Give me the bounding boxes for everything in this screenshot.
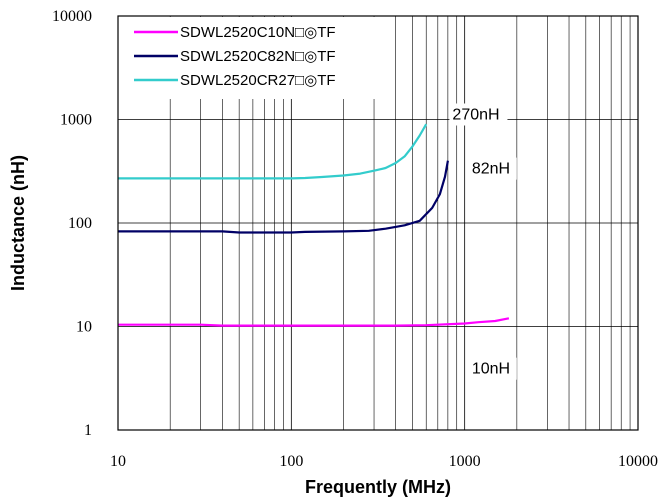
legend: SDWL2520C10N□◎TF SDWL2520C82N□◎TF SDWL2520… xyxy=(119,17,381,99)
y-tick-labels: 1 10 100 1000 10000 xyxy=(52,8,92,439)
y-tick-label: 1 xyxy=(84,422,92,439)
x-axis-title: Frequently (MHz) xyxy=(305,477,451,497)
series-line xyxy=(118,123,428,180)
annotation-label: 82nH xyxy=(472,161,510,178)
series-line xyxy=(118,317,510,327)
legend-background xyxy=(119,17,381,99)
x-tick-label: 10000 xyxy=(618,453,658,470)
series-lines xyxy=(118,123,510,327)
x-tick-label: 100 xyxy=(279,453,303,470)
annotation-background xyxy=(468,157,517,180)
annotations: 270nH 82nH 10nH xyxy=(449,103,517,380)
y-tick-label: 10 xyxy=(76,319,92,336)
x-tick-labels: 10 100 1000 10000 xyxy=(110,453,658,470)
x-tick-label: 1000 xyxy=(449,453,481,470)
y-axis-title: Inductance (nH) xyxy=(8,155,28,291)
legend-label: SDWL2520CR27□◎TF xyxy=(180,72,336,89)
annotation-label: 270nH xyxy=(452,107,499,124)
plot-frame xyxy=(117,15,639,431)
series-line xyxy=(118,160,449,234)
annotation-label: 10nH xyxy=(472,361,510,378)
y-tick-label: 100 xyxy=(68,215,92,232)
x-tick-label: 10 xyxy=(110,453,126,470)
legend-label: SDWL2520C10N□◎TF xyxy=(180,24,336,41)
annotation-background xyxy=(449,103,508,126)
annotation-background xyxy=(468,357,517,380)
legend-label: SDWL2520C82N□◎TF xyxy=(180,48,336,65)
y-tick-label: 1000 xyxy=(60,112,92,129)
y-tick-label: 10000 xyxy=(52,8,92,25)
